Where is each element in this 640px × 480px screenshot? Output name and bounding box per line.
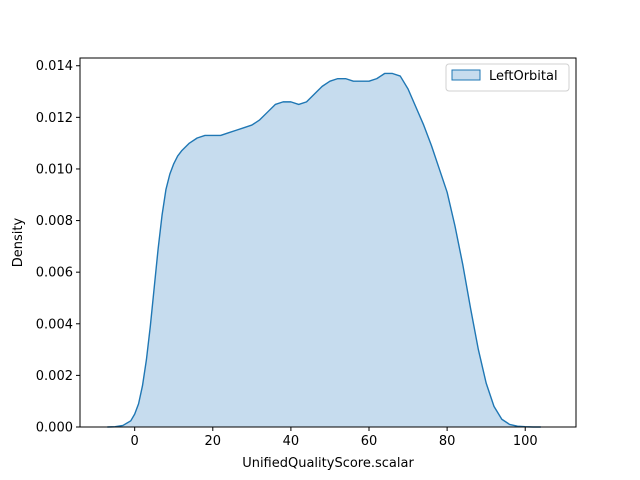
y-tick-label: 0.014: [36, 59, 73, 74]
legend-swatch-leftorbital: [451, 69, 481, 81]
x-tick-label: 100: [513, 434, 538, 449]
legend: LeftOrbital: [445, 63, 570, 92]
axes: 0 20 40 60 80 100 0.000 0.002 0.004 0.006 0.008 0.0…: [36, 57, 577, 449]
x-tick-label: 60: [361, 434, 378, 449]
y-tick-label: 0.002: [36, 369, 73, 384]
x-tick-label: 80: [439, 434, 456, 449]
y-tick-label: 0.004: [36, 317, 73, 332]
x-tick-label: 20: [205, 434, 222, 449]
x-tick-label: 40: [283, 434, 300, 449]
plot-area: [107, 72, 541, 428]
y-axis-label: Density: [11, 217, 26, 267]
legend-label-leftorbital: LeftOrbital: [489, 69, 558, 84]
x-tick-label: 0: [131, 434, 139, 449]
y-tick-label: 0.008: [36, 214, 73, 229]
density-fill-0: [107, 73, 541, 427]
y-tick-label: 0.012: [36, 111, 73, 126]
y-tick-label: 0.006: [36, 266, 73, 281]
density-line-0: [107, 72, 541, 428]
axes-frame: [79, 57, 577, 428]
x-axis-label: UnifiedQualityScore.scalar: [242, 456, 414, 471]
y-tick-label: 0.010: [36, 162, 73, 177]
y-tick-label: 0.000: [36, 421, 73, 436]
